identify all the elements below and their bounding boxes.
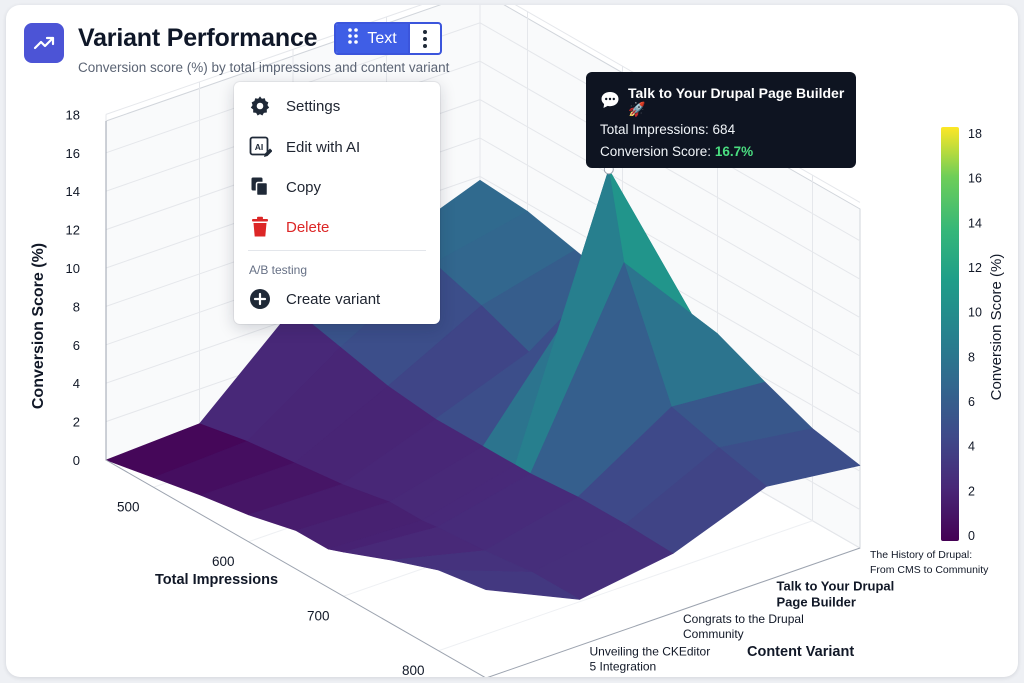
- tooltip-title: Talk to Your Drupal Page Builder 🚀: [600, 85, 856, 118]
- surface-mesh: [105, 169, 861, 600]
- y-tick-label: From CMS to Community: [870, 564, 989, 576]
- y-tick-label: 5 Integration: [590, 660, 657, 674]
- menu-item-delete[interactable]: Delete: [234, 210, 440, 244]
- colorbar: [941, 127, 959, 541]
- colorbar-tick-label: 12: [968, 261, 982, 275]
- colorbar-tick-label: 4: [968, 440, 975, 454]
- z-tick-label: 2: [73, 415, 80, 430]
- y-tick-label: Page Builder: [777, 595, 856, 610]
- menu-item-settings[interactable]: Settings: [234, 89, 440, 123]
- block-toolbar: Text: [334, 22, 442, 55]
- menu-item-edit-with-ai[interactable]: AI Edit with AI: [234, 130, 440, 164]
- trend-up-icon: [24, 23, 64, 63]
- menu-item-label: Edit with AI: [286, 138, 361, 156]
- surface-cell: [438, 569, 580, 600]
- tooltip-title-text: Talk to Your Drupal Page Builder 🚀: [628, 85, 845, 117]
- colorbar-tick-label: 10: [968, 306, 982, 320]
- y-axis-title: Content Variant: [747, 644, 854, 660]
- plus-circle-icon: [248, 287, 272, 311]
- menu-item-label: Copy: [286, 178, 322, 196]
- x-tick-label: 700: [307, 608, 330, 623]
- tooltip-impressions-label: Total Impressions:: [600, 122, 713, 137]
- x-tick-label: 800: [402, 663, 425, 677]
- page-subtitle: Conversion score (%) by total impression…: [78, 60, 450, 75]
- z-tick-label: 4: [73, 376, 80, 391]
- copy-icon: [248, 175, 272, 199]
- z-tick-label: 0: [73, 453, 80, 468]
- y-tick-label: The History of Drupal:: [870, 549, 972, 561]
- tooltip-score: Conversion Score: 16.7%: [600, 144, 753, 159]
- colorbar-tick-label: 6: [968, 395, 975, 409]
- tooltip-impressions: Total Impressions: 684: [600, 122, 735, 137]
- tooltip-score-value: 16.7%: [714, 144, 754, 159]
- chart-card: 024681012141618500600700800DXPR Builder …: [6, 5, 1018, 677]
- surface-plot[interactable]: 024681012141618500600700800DXPR Builder …: [6, 5, 1018, 677]
- trash-icon: [248, 215, 272, 239]
- colorbar-tick-label: 18: [968, 127, 982, 141]
- x-tick-label: 500: [117, 499, 140, 514]
- y-tick-label: Community: [683, 627, 744, 641]
- z-axis-title: Conversion Score (%): [30, 243, 47, 409]
- gear-icon: [248, 94, 272, 118]
- colorbar-title: Conversion Score (%): [988, 254, 1005, 401]
- context-menu: Settings AI Edit with AI Copy Delete A/B…: [234, 82, 440, 324]
- ai-edit-icon: AI: [248, 135, 272, 159]
- menu-item-create-variant[interactable]: Create variant: [234, 282, 440, 316]
- colorbar-tick-label: 2: [968, 484, 975, 498]
- x-axis-line: [105, 459, 486, 677]
- colorbar-tick-label: 16: [968, 172, 982, 186]
- y-tick-label: Unveiling the CKEditor: [590, 645, 711, 659]
- data-tooltip: Talk to Your Drupal Page Builder 🚀 Total…: [586, 72, 856, 168]
- z-tick-label: 18: [66, 107, 80, 122]
- text-block-label: Text: [367, 29, 397, 47]
- menu-divider: [248, 250, 426, 251]
- z-tick-label: 14: [66, 184, 80, 199]
- z-tick-label: 8: [73, 299, 80, 314]
- colorbar-tick-label: 8: [968, 350, 975, 364]
- menu-item-label: Delete: [286, 218, 330, 236]
- z-tick-label: 10: [66, 261, 80, 276]
- menu-item-label: Create variant: [286, 290, 381, 308]
- z-tick-label: 16: [66, 146, 80, 161]
- page-title: Variant Performance: [78, 24, 318, 52]
- y-tick-label: Talk to Your Drupal: [777, 579, 895, 594]
- z-tick-label: 12: [66, 223, 80, 238]
- tooltip-score-label: Conversion Score:: [600, 144, 715, 159]
- colorbar-tick-label: 0: [968, 529, 975, 543]
- z-tick-label: 6: [73, 338, 80, 353]
- y-axis-line: [487, 547, 861, 677]
- x-axis-title: Total Impressions: [155, 572, 278, 588]
- menu-section-heading: A/B testing: [249, 263, 308, 277]
- kebab-menu-icon[interactable]: [408, 24, 440, 53]
- x-tick-label: 600: [212, 554, 235, 569]
- text-block-button[interactable]: Text: [336, 24, 408, 53]
- y-tick-label: Congrats to the Drupal: [683, 612, 804, 626]
- menu-item-copy[interactable]: Copy: [234, 170, 440, 204]
- chat-bubble-icon: [600, 90, 620, 113]
- svg-text:AI: AI: [255, 142, 264, 152]
- colorbar-tick-label: 14: [968, 216, 982, 230]
- floor-grid-line: [438, 520, 813, 652]
- menu-item-label: Settings: [286, 97, 341, 115]
- tooltip-impressions-value: 684: [712, 122, 736, 137]
- drag-handle-icon[interactable]: [347, 27, 359, 50]
